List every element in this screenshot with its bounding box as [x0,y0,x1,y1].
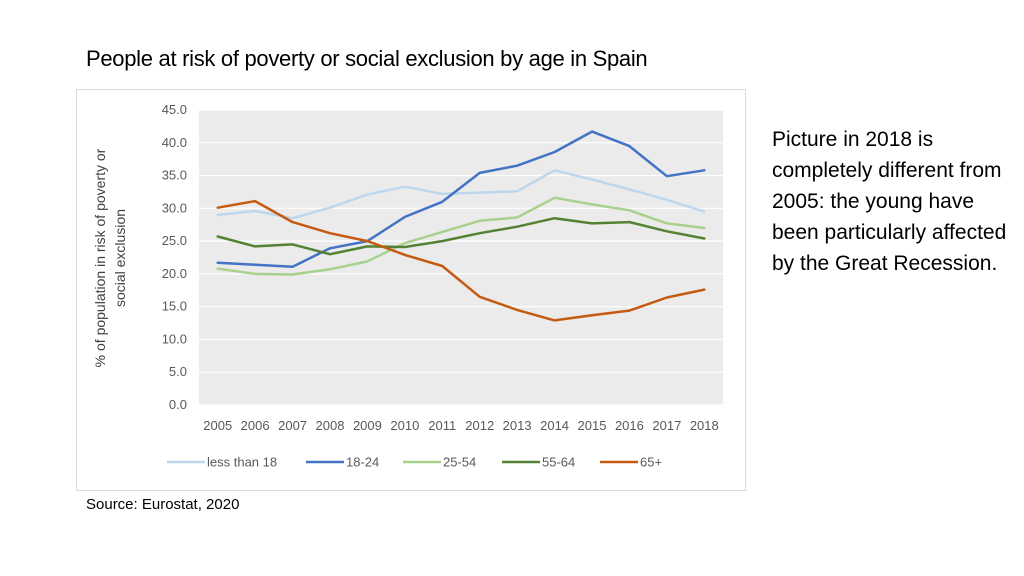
legend-label: 55-64 [542,455,575,470]
series-line-65 [216,199,706,322]
legend-label: 18-24 [346,455,379,470]
x-tick-label: 2011 [428,418,456,433]
y-tick-label: 10.0 [162,331,187,346]
y-axis-title-line-2: social exclusion [112,209,128,307]
series-line-25-54 [216,196,706,276]
x-tick-label: 2015 [578,418,607,433]
line-chart: 0.0 5.0 10.0 15.0 20.0 25.0 30.0 35.0 40.0 45.0 2… [92,102,723,470]
x-tick-label: 2009 [353,418,382,433]
legend-label: 25-54 [443,455,476,470]
y-tick-label: 30.0 [162,200,187,215]
y-tick-label: 40.0 [162,135,187,150]
x-tick-label: 2007 [278,418,307,433]
x-tick-label: 2016 [615,418,644,433]
series-line-less-than-18 [216,169,706,220]
x-tick-label: 2006 [241,418,270,433]
y-tick-label: 20.0 [162,266,187,281]
plot-background [199,110,723,405]
x-tick-label: 2010 [390,418,419,433]
x-tick-label: 2012 [465,418,494,433]
x-tick-label: 2013 [503,418,532,433]
series-line-55-64 [216,216,706,256]
side-note: Picture in 2018 is completely different … [772,128,1007,275]
legend-label: less than 18 [207,455,277,470]
y-tick-label: 15.0 [162,299,187,314]
y-axis-title-line-1: % of population in risk of poverty or [92,148,108,367]
slide-title: People at risk of poverty or social excl… [86,46,648,71]
legend-label: 65+ [640,455,662,470]
y-tick-label: 0.0 [169,397,187,412]
x-tick-label: 2008 [316,418,345,433]
x-tick-label: 2018 [690,418,719,433]
x-tick-label: 2014 [540,418,569,433]
y-tick-label: 35.0 [162,168,187,183]
x-tick-label: 2005 [203,418,232,433]
x-tick-label: 2017 [652,418,681,433]
y-tick-label: 5.0 [169,364,187,379]
source-caption: Source: Eurostat, 2020 [86,496,240,513]
y-tick-label: 45.0 [162,102,187,117]
chart-area: 0.0 5.0 10.0 15.0 20.0 25.0 30.0 35.0 40.0 45.0 2… [76,89,746,491]
y-tick-label: 25.0 [162,233,187,248]
series-line-18-24 [216,130,706,268]
